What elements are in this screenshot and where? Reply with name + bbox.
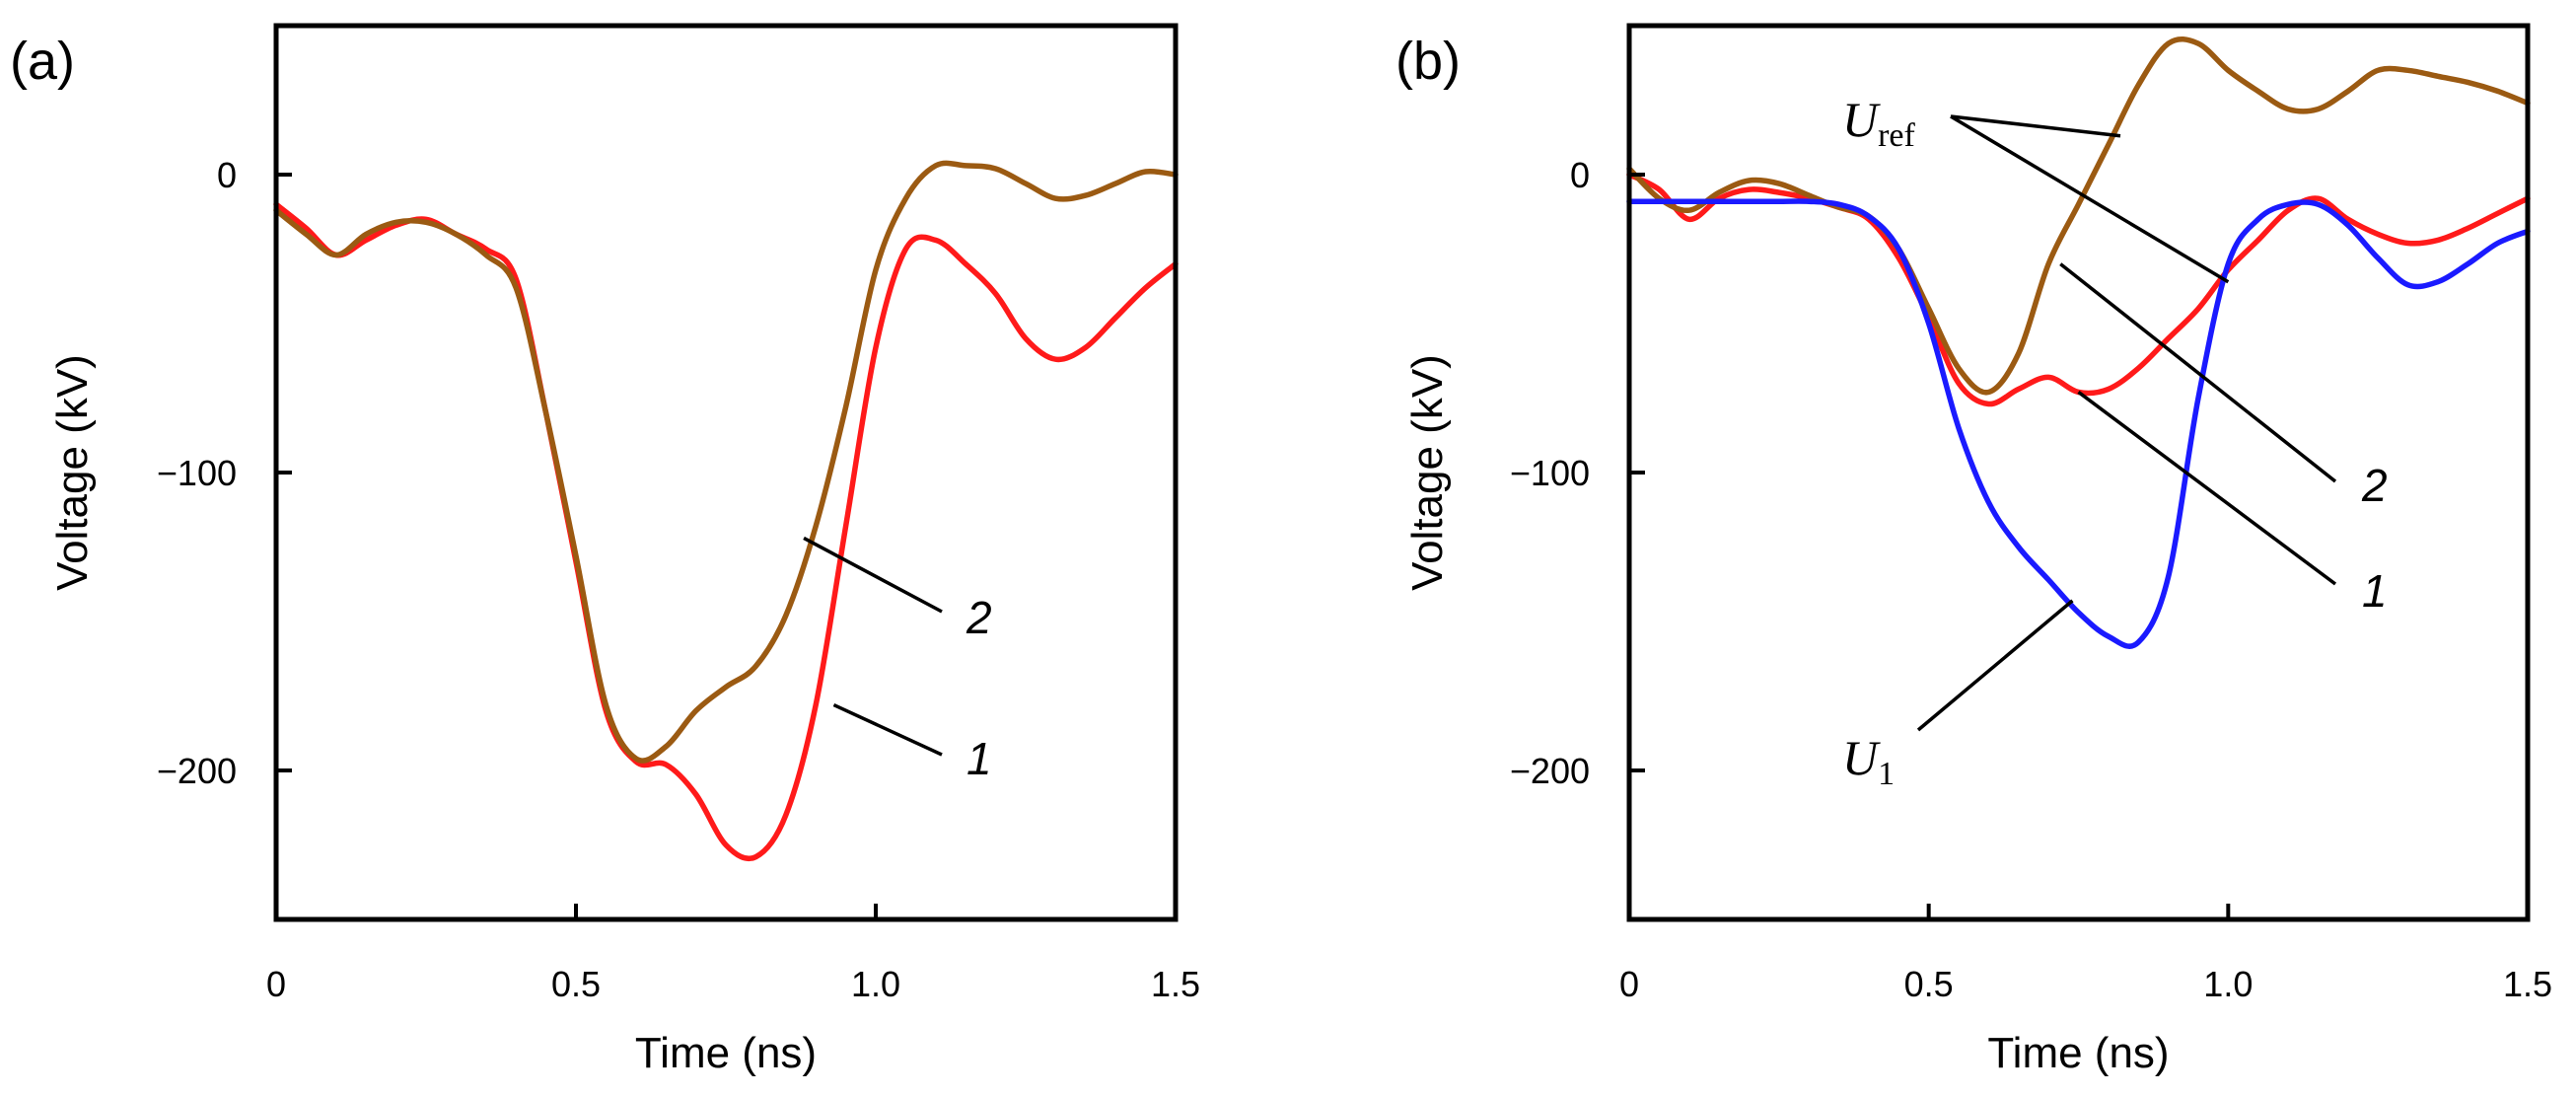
panel-a: (a) 0 0.5 1.0 1.5 0 −100 −200 Time (ns) Voltage (… — [10, 23, 1200, 1077]
x-tick-label: 0 — [266, 964, 286, 1004]
leader-line — [2059, 262, 2337, 483]
leader-line — [832, 702, 943, 757]
panel-label: (b) — [1395, 32, 1461, 91]
y-tick-label: −200 — [1510, 751, 1590, 791]
panel-b: (b) 0 0.5 1.0 1.5 0 −100 −200 Time (ns) Voltage (… — [1395, 23, 2552, 1077]
series-group — [273, 160, 1179, 862]
series-line-2 — [273, 160, 1179, 764]
x-tick-label: 1.0 — [851, 964, 900, 1004]
annotation-label-1: 1 — [966, 733, 992, 784]
annotation-label-uref: Uref — [1842, 92, 1916, 154]
leader-line — [1950, 114, 2121, 138]
y-tick-label: 0 — [1570, 155, 1590, 195]
y-tick-label: −100 — [1510, 453, 1590, 493]
y-tick-label: −100 — [157, 453, 237, 493]
x-tick-label: 0.5 — [1904, 964, 1954, 1004]
annotation-label-1: 1 — [2362, 565, 2388, 617]
series-line-1 — [1626, 172, 2531, 407]
x-tick-label: 1.0 — [2203, 964, 2253, 1004]
y-axis-title: Voltage (kV) — [48, 354, 97, 591]
series-line-1 — [273, 201, 1179, 862]
leader-line — [1950, 114, 2230, 284]
x-tick-label: 0.5 — [551, 964, 601, 1004]
plot-frame — [1626, 23, 2531, 922]
y-tick-label: 0 — [217, 155, 237, 195]
annotation-label-u1: U1 — [1842, 730, 1895, 792]
x-axis-title: Time (ns) — [1987, 1029, 2169, 1077]
series-line-2 — [1626, 37, 2531, 396]
x-tick-label: 1.5 — [1151, 964, 1200, 1004]
series-line-u1 — [1626, 198, 2531, 649]
y-tick-label: −200 — [157, 751, 237, 791]
x-tick-label: 1.5 — [2503, 964, 2552, 1004]
series-group — [1626, 37, 2531, 649]
leader-line — [2077, 391, 2337, 586]
x-tick-label: 0 — [1619, 964, 1639, 1004]
plot-frame — [273, 23, 1179, 922]
y-axis-title: Voltage (kV) — [1403, 354, 1452, 591]
annotation-label-2: 2 — [2361, 460, 2388, 511]
leader-line — [1916, 599, 2074, 732]
x-axis-title: Time (ns) — [635, 1029, 817, 1077]
panel-label: (a) — [10, 32, 75, 91]
leader-line — [803, 536, 943, 614]
annotation-label-2: 2 — [966, 592, 992, 643]
